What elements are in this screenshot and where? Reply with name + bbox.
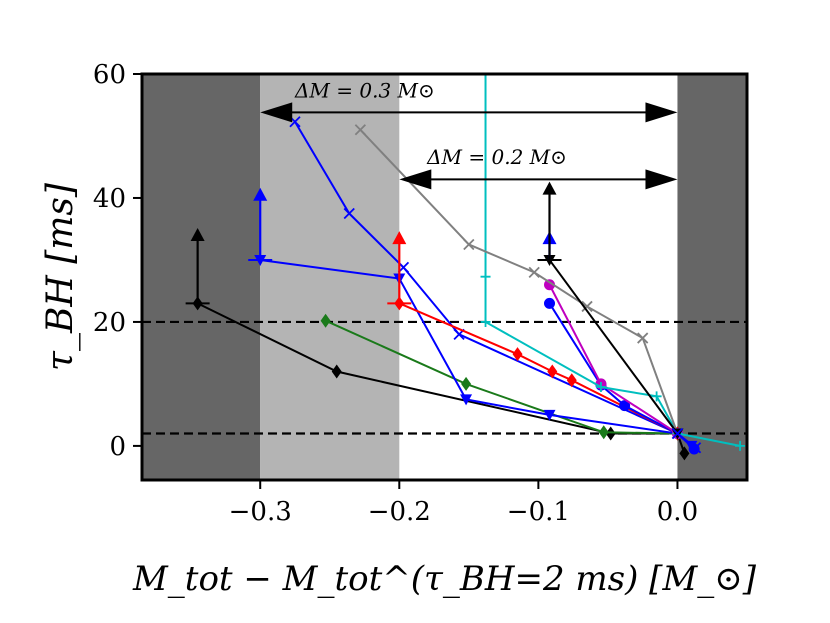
x-axis-label: M_tot − M_tot^(τ_BH=2 ms) [M_⊙]	[132, 559, 757, 599]
y-tick-label-2: 20	[93, 308, 126, 338]
series-line-magenta	[548, 284, 679, 435]
point-cyan-2	[480, 271, 491, 282]
series-red	[394, 296, 683, 441]
point-gray-5	[637, 332, 649, 344]
point-magenta-1	[544, 279, 556, 291]
point-red-2	[512, 347, 523, 362]
point-black-3	[605, 426, 616, 441]
point-cyan-5	[651, 391, 662, 402]
y-tick-label-3: 40	[93, 184, 126, 214]
point-cyan-7	[735, 440, 746, 451]
point-blue_x_tail-2	[689, 442, 702, 454]
limit-arrowhead-black_top	[542, 181, 557, 195]
limit-arrowhead-red	[392, 231, 407, 245]
x-tick-label-4: 0.0	[657, 497, 698, 527]
point-red-4	[566, 373, 577, 388]
point-blue_tri-4	[543, 409, 556, 421]
point-gray-3	[528, 266, 540, 278]
shaded-region-3	[677, 74, 747, 480]
point-gray-4	[581, 300, 593, 313]
point-gray-2	[463, 238, 475, 251]
data-series	[192, 74, 746, 461]
series-line-black_top	[548, 259, 679, 435]
shaded-region-2	[260, 74, 400, 480]
point-cyan-4	[595, 382, 606, 393]
point-cyan-1	[480, 74, 491, 79]
series-line-green	[325, 319, 678, 435]
point-blue_x-2	[343, 207, 355, 220]
y-tick-label-1: 0	[109, 432, 126, 462]
series-black_top	[543, 254, 684, 440]
x-tick-label-3: −0.1	[507, 497, 570, 527]
point-red-3	[547, 364, 558, 379]
point-cyan-3	[480, 316, 491, 327]
axis-ticks: −0.3 −0.2 −0.1 0.0 0 20 40 60	[93, 60, 698, 527]
lower-limit-arrows	[185, 181, 562, 305]
plot-frame	[140, 72, 749, 482]
delta-m-annotations: ΔM = 0.3 M⊙ ΔM = 0.2 M⊙	[260, 79, 678, 190]
point-green-2	[461, 376, 472, 391]
point-black-5	[679, 446, 690, 461]
limit-arrowhead-blue_tri	[253, 187, 268, 201]
delta-arrow-2-right-head	[645, 169, 678, 190]
y-axis-label: τ_BH [ms]	[40, 182, 81, 371]
series-line-gray	[359, 129, 679, 434]
point-black-2	[331, 364, 342, 379]
delta-label-2: ΔM = 0.2 M⊙	[426, 145, 567, 169]
point-blue_circle-3	[619, 400, 631, 412]
point-green-3	[598, 425, 609, 440]
delta-label-1: ΔM = 0.3 M⊙	[294, 79, 435, 103]
shaded-regions	[142, 74, 747, 480]
delta-arrow-1-right-head	[645, 102, 678, 123]
point-blue_tri-3	[460, 394, 473, 406]
shaded-region-1	[142, 74, 261, 480]
delta-arrow-1-left-head	[260, 102, 293, 123]
series-magenta	[544, 279, 683, 440]
x-tick-label-2: −0.2	[368, 497, 431, 527]
x-tick-label-1: −0.3	[229, 497, 292, 527]
delta-arrow-2-left-head	[399, 169, 432, 190]
series-green	[320, 313, 683, 441]
point-blue_x_tail-1	[671, 427, 684, 440]
point-gray-1	[354, 124, 366, 136]
y-tick-label-4: 60	[93, 60, 126, 90]
point-green-1	[320, 313, 331, 328]
limit-arrowhead-black	[190, 228, 205, 242]
point-blue_circle-1	[544, 297, 556, 309]
series-blue_x_tail	[671, 427, 702, 454]
